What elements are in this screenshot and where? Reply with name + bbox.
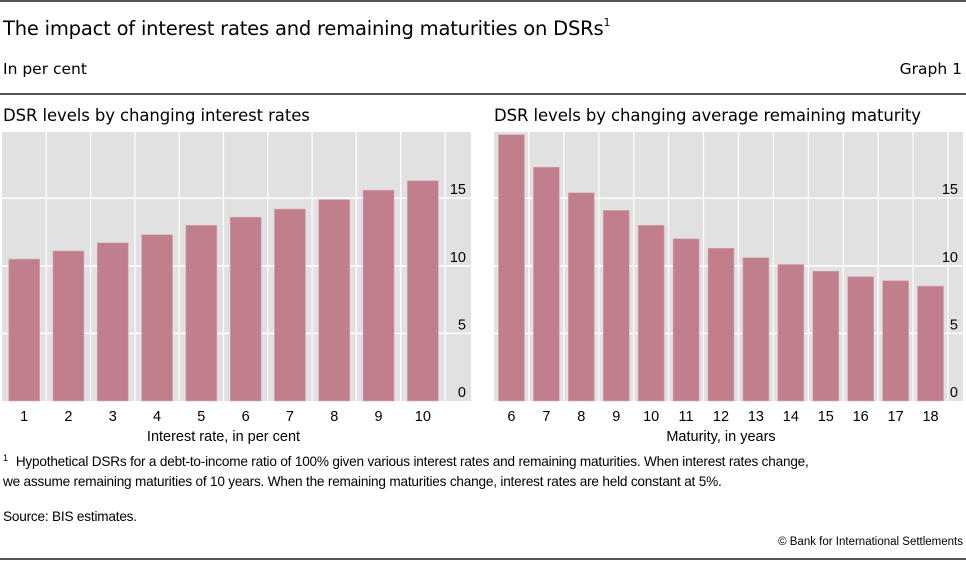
units-label: In per cent bbox=[3, 60, 87, 78]
x-tick-label: 18 bbox=[922, 409, 938, 425]
x-tick-label: 9 bbox=[612, 409, 620, 425]
y-tick-label: 15 bbox=[942, 182, 958, 198]
bar-9 bbox=[602, 210, 630, 402]
bar-13 bbox=[742, 257, 770, 402]
footnote-line-2: we assume remaining maturities of 10 yea… bbox=[3, 474, 722, 489]
y-tick-label: 0 bbox=[458, 385, 466, 401]
footnote-line-1: Hypothetical DSRs for a debt-to-income r… bbox=[15, 454, 809, 469]
bar-10 bbox=[407, 180, 439, 402]
x-tick-label: 14 bbox=[783, 409, 799, 425]
x-tick-label: 6 bbox=[242, 409, 250, 425]
source-note: Source: BIS estimates. bbox=[3, 509, 137, 524]
header-rule bbox=[0, 93, 966, 95]
bar-18 bbox=[917, 285, 944, 402]
bar-7 bbox=[274, 208, 306, 402]
bar-1 bbox=[8, 258, 40, 402]
x-tick-label: 3 bbox=[109, 409, 117, 425]
footnote: 1 Hypothetical DSRs for a debt-to-income … bbox=[3, 453, 809, 469]
x-tick-label: 1 bbox=[20, 409, 28, 425]
x-tick-label: 15 bbox=[818, 409, 834, 425]
x-tick-label: 6 bbox=[507, 409, 515, 425]
x-tick-label: 17 bbox=[888, 409, 904, 425]
x-axis-label: Interest rate, in per cent bbox=[147, 429, 300, 445]
bar-15 bbox=[812, 270, 840, 402]
x-tick-label: 11 bbox=[679, 409, 694, 425]
bar-14 bbox=[777, 264, 805, 402]
bar-7 bbox=[533, 166, 560, 402]
x-tick-label: 2 bbox=[64, 409, 72, 425]
bar-8 bbox=[568, 192, 595, 402]
bottom-rule bbox=[0, 558, 966, 560]
x-tick-label: 16 bbox=[853, 409, 869, 425]
x-tick-label: 7 bbox=[542, 409, 550, 425]
y-tick-label: 10 bbox=[450, 250, 466, 266]
y-tick-label: 15 bbox=[450, 182, 466, 198]
bar-6 bbox=[229, 216, 262, 402]
x-tick-label: 8 bbox=[577, 409, 585, 425]
bar-9 bbox=[362, 189, 395, 402]
x-tick-label: 4 bbox=[153, 409, 161, 425]
bar-12 bbox=[707, 247, 735, 402]
left-panel-title: DSR levels by changing interest rates bbox=[3, 106, 310, 125]
footnote-marker: 1 bbox=[3, 453, 8, 463]
graph-title: The impact of interest rates and remaini… bbox=[3, 16, 611, 40]
left-chart: 1 2 3 4 5 6 7 8 9 10 0 5 10 15 Interest rate, in per c… bbox=[2, 132, 471, 445]
x-axis-label: Maturity, in years bbox=[666, 429, 775, 445]
x-tick-label: 8 bbox=[330, 409, 338, 425]
top-rule bbox=[0, 0, 966, 2]
bar-11 bbox=[672, 238, 700, 402]
bar-5 bbox=[185, 224, 218, 402]
x-tick-label: 7 bbox=[286, 409, 294, 425]
y-tick-label: 0 bbox=[950, 385, 958, 401]
bar-17 bbox=[882, 280, 909, 402]
bar-10 bbox=[637, 224, 665, 402]
bar-6 bbox=[498, 134, 525, 402]
bar-8 bbox=[318, 199, 351, 402]
x-tick-label: 5 bbox=[197, 409, 205, 425]
x-tick-label: 12 bbox=[713, 409, 729, 425]
x-tick-label: 9 bbox=[375, 409, 383, 425]
bar-2 bbox=[52, 250, 85, 402]
x-tick-label: 13 bbox=[748, 409, 764, 425]
copyright: © Bank for International Settlements bbox=[778, 536, 963, 548]
y-tick-label: 5 bbox=[950, 317, 958, 333]
x-tick-label: 10 bbox=[643, 409, 659, 425]
right-chart: 6 7 8 9 10 11 12 13 14 15 16 17 18 0 5 10 15 Maturity, in… bbox=[494, 132, 963, 445]
right-panel-title: DSR levels by changing average remaining… bbox=[494, 106, 921, 125]
bar-4 bbox=[141, 234, 173, 402]
title-footnote-marker: 1 bbox=[603, 16, 611, 29]
bar-16 bbox=[847, 276, 874, 402]
y-tick-label: 5 bbox=[458, 317, 466, 333]
bar-3 bbox=[96, 242, 129, 402]
graph-number: Graph 1 bbox=[899, 60, 962, 78]
y-tick-label: 10 bbox=[942, 250, 958, 266]
x-tick-label: 10 bbox=[415, 409, 431, 425]
